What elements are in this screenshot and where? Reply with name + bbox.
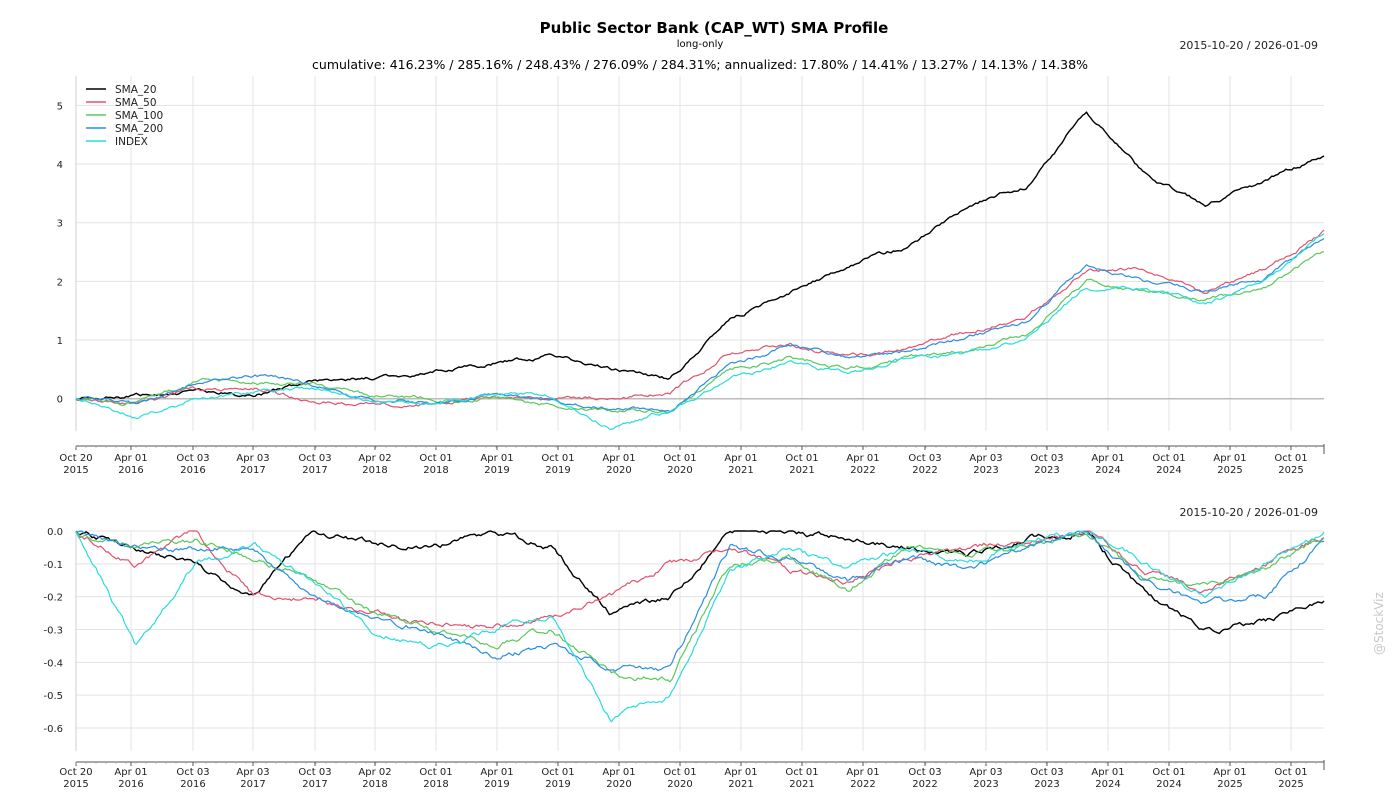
x-tick-label: Apr 01 2016 <box>114 767 147 790</box>
legend-label: SMA_20 <box>115 84 157 96</box>
x-tick-label: Apr 01 2021 <box>724 453 757 476</box>
x-tick-label: Oct 01 2021 <box>785 453 818 476</box>
y-tick-label: -0.4 <box>43 658 63 669</box>
series-line-index-top <box>75 233 1325 430</box>
y-tick-label: -0.5 <box>43 691 63 702</box>
series-line-index-bottom <box>75 530 1325 723</box>
x-tick-label: Oct 20 2015 <box>59 453 92 476</box>
x-tick-label: Apr 01 2025 <box>1213 767 1246 790</box>
x-tick-label: Oct 03 2023 <box>1030 453 1063 476</box>
y-tick-label: 0 <box>57 395 63 406</box>
series-line-sma-20-bottom <box>75 530 1325 635</box>
x-tick-label: Oct 01 2024 <box>1152 453 1185 476</box>
series-line-sma-50-bottom <box>75 530 1325 629</box>
series-line-sma-100-top <box>75 251 1325 414</box>
x-tick-label: Oct 01 2024 <box>1152 767 1185 790</box>
chart-subtitle: long-only <box>676 39 724 50</box>
x-tick-label: Oct 03 2023 <box>1030 767 1063 790</box>
x-tick-label: Oct 01 2025 <box>1274 453 1307 476</box>
y-tick-label: 3 <box>57 219 63 230</box>
watermark: @StockViz <box>1372 592 1386 655</box>
series-line-sma-200-top <box>75 237 1325 412</box>
x-tick-label: Oct 01 2018 <box>419 453 452 476</box>
x-tick-label: Oct 03 2016 <box>176 453 209 476</box>
series-line-sma-50-top <box>75 229 1325 409</box>
legend-label: INDEX <box>115 136 148 148</box>
x-tick-label: Apr 01 2021 <box>724 767 757 790</box>
x-tick-label: Oct 01 2018 <box>419 767 452 790</box>
x-tick-label: Apr 01 2024 <box>1091 453 1124 476</box>
x-tick-label: Apr 01 2022 <box>846 767 879 790</box>
x-tick-label: Apr 03 2017 <box>236 453 269 476</box>
x-tick-label: Oct 03 2017 <box>298 453 331 476</box>
x-tick-label: Apr 03 2023 <box>969 767 1002 790</box>
x-tick-label: Oct 01 2020 <box>663 767 696 790</box>
x-tick-label: Apr 01 2019 <box>480 767 513 790</box>
x-tick-label: Apr 02 2018 <box>358 453 391 476</box>
series-line-sma-100-bottom <box>75 531 1325 683</box>
date-range-top: 2015-10-20 / 2026-01-09 <box>1179 39 1318 52</box>
y-tick-label: -0.1 <box>43 560 63 571</box>
x-tick-label: Oct 01 2021 <box>785 767 818 790</box>
x-tick-label: Apr 01 2020 <box>602 767 635 790</box>
x-tick-label: Oct 03 2022 <box>908 453 941 476</box>
x-tick-label: Oct 03 2022 <box>908 767 941 790</box>
x-tick-label: Oct 01 2025 <box>1274 767 1307 790</box>
x-tick-label: Apr 02 2018 <box>358 767 391 790</box>
y-tick-label: 2 <box>57 277 63 288</box>
x-tick-label: Apr 01 2020 <box>602 453 635 476</box>
x-tick-label: Oct 03 2017 <box>298 767 331 790</box>
y-tick-label: 4 <box>57 160 63 171</box>
x-tick-label: Apr 03 2023 <box>969 453 1002 476</box>
date-range-bottom: 2015-10-20 / 2026-01-09 <box>1179 506 1318 519</box>
x-tick-label: Apr 01 2016 <box>114 453 147 476</box>
legend-label: SMA_50 <box>115 97 157 109</box>
y-tick-label: 5 <box>57 101 63 112</box>
x-tick-label: Apr 01 2022 <box>846 453 879 476</box>
x-tick-label: Oct 01 2020 <box>663 453 696 476</box>
legend-label: SMA_200 <box>115 123 163 135</box>
performance-summary: cumulative: 416.23% / 285.16% / 248.43% … <box>312 57 1088 72</box>
y-tick-label: -0.2 <box>43 593 63 604</box>
series-line-sma-200-bottom <box>75 530 1325 672</box>
y-tick-label: -0.6 <box>43 724 63 735</box>
y-tick-label: 0.0 <box>47 527 63 538</box>
x-tick-label: Apr 01 2019 <box>480 453 513 476</box>
chart-title: Public Sector Bank (CAP_WT) SMA Profile <box>539 19 889 37</box>
x-tick-label: Apr 01 2024 <box>1091 767 1124 790</box>
x-tick-label: Apr 03 2017 <box>236 767 269 790</box>
x-tick-label: Oct 20 2015 <box>59 767 92 790</box>
y-tick-label: 1 <box>57 336 63 347</box>
x-tick-label: Oct 03 2016 <box>176 767 209 790</box>
x-tick-label: Oct 01 2019 <box>541 453 574 476</box>
x-tick-label: Apr 01 2025 <box>1213 453 1246 476</box>
series-line-sma-20-top <box>75 111 1325 401</box>
legend-label: SMA_100 <box>115 110 163 122</box>
y-tick-label: -0.3 <box>43 626 63 637</box>
x-tick-label: Oct 01 2019 <box>541 767 574 790</box>
